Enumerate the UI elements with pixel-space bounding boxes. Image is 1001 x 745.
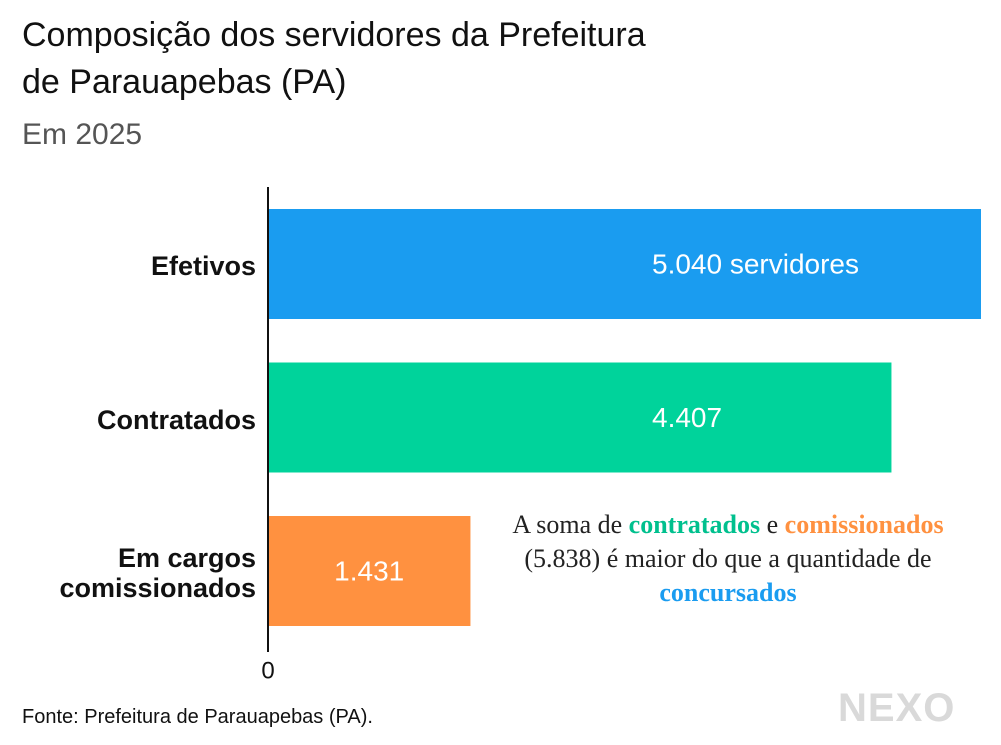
- chart-subtitle: Em 2025: [22, 118, 143, 151]
- annotation-text: contratados: [628, 510, 761, 539]
- logo: NEXO: [838, 686, 956, 730]
- x-tick-label: 0: [261, 657, 274, 684]
- source: Fonte: Prefeitura de Parauapebas (PA).: [22, 706, 373, 728]
- category-label: Em cargos comissionados: [59, 543, 256, 603]
- chart-title: Composição dos servidores da Prefeitura …: [22, 16, 646, 101]
- annotation-text: comissionados: [784, 510, 944, 539]
- annotation-text: A soma de: [512, 510, 629, 539]
- annotation-text: (5.838) é maior do que a quantidade de: [524, 544, 932, 573]
- value-label: 5.040 servidores: [652, 248, 859, 279]
- annotation: A soma de contratados e comissionados (5…: [478, 508, 978, 610]
- bar: [268, 209, 981, 319]
- bar: [268, 362, 892, 473]
- annotation-text: concursados: [659, 578, 797, 607]
- bar: [268, 516, 471, 626]
- category-label: Contratados: [96, 404, 256, 435]
- value-label: 1.431: [334, 555, 404, 586]
- annotation-text: e: [760, 510, 785, 539]
- category-label: Efetivos: [150, 251, 256, 281]
- value-label: 4.407: [652, 402, 722, 433]
